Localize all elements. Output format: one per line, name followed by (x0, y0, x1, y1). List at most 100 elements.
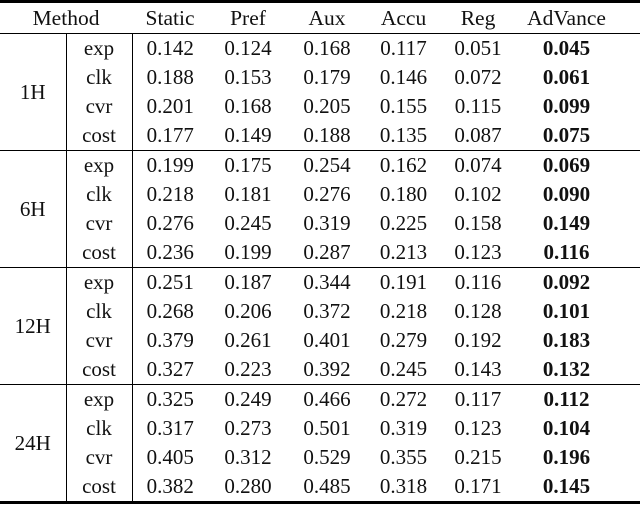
cell-advance: 0.116 (543, 240, 590, 264)
group-6h: 6H exp 0.199 0.175 0.254 0.162 0.074 0.0… (0, 150, 640, 268)
table-row: clk 0.268 0.206 0.372 0.218 0.128 0.101 (0, 297, 640, 326)
cell-reg: 0.117 (454, 387, 502, 411)
cell-aux: 0.529 (303, 445, 351, 469)
cell-static: 0.218 (146, 182, 194, 206)
cell-advance: 0.183 (542, 328, 591, 352)
cell-reg: 0.192 (454, 328, 502, 352)
table-row: clk 0.218 0.181 0.276 0.180 0.102 0.090 (0, 180, 640, 209)
table-row: clk 0.317 0.273 0.501 0.319 0.123 0.104 (0, 414, 640, 443)
cell-pref: 0.249 (224, 387, 272, 411)
cell-pref: 0.149 (224, 123, 272, 147)
cell-static: 0.327 (146, 357, 194, 381)
cell-static: 0.251 (146, 270, 194, 294)
cell-pref: 0.206 (224, 299, 272, 323)
cell-aux: 0.485 (303, 474, 351, 498)
metric-label: clk (65, 297, 133, 326)
table-row: cost 0.177 0.149 0.188 0.135 0.087 0.075 (0, 121, 640, 151)
cell-accu: 0.135 (379, 123, 428, 147)
table-row: cvr 0.405 0.312 0.529 0.355 0.215 0.196 (0, 443, 640, 472)
metric-label: clk (65, 180, 133, 209)
cell-accu: 0.272 (379, 387, 428, 411)
cell-aux: 0.344 (303, 270, 351, 294)
table-row: 1H exp 0.142 0.124 0.168 0.117 0.051 0.0… (0, 33, 640, 104)
cell-reg: 0.123 (454, 416, 502, 440)
table-row: cvr 0.379 0.261 0.401 0.279 0.192 0.183 (0, 326, 640, 355)
metric-label: cvr (65, 209, 133, 238)
cell-pref: 0.245 (224, 211, 272, 235)
table-row: cost 0.236 0.199 0.287 0.213 0.123 0.116 (0, 238, 640, 268)
cell-aux: 0.276 (303, 182, 351, 206)
cell-aux: 0.254 (303, 153, 351, 177)
cell-reg: 0.128 (454, 299, 502, 323)
cell-pref: 0.312 (224, 445, 272, 469)
cell-pref: 0.199 (224, 240, 272, 264)
cell-pref: 0.124 (224, 36, 272, 60)
group-12h: 12H exp 0.251 0.187 0.344 0.191 0.116 0.… (0, 267, 640, 385)
metric-label: cost (65, 472, 133, 503)
cell-advance: 0.092 (542, 270, 591, 294)
metric-label: cvr (65, 443, 133, 472)
cell-advance: 0.112 (543, 387, 590, 411)
cell-aux: 0.372 (303, 299, 351, 323)
cell-accu: 0.180 (379, 182, 428, 206)
cell-pref: 0.273 (224, 416, 272, 440)
cell-accu: 0.245 (379, 357, 428, 381)
column-header-pref: Pref (230, 5, 266, 30)
metric-label: cost (65, 238, 133, 268)
table-row: cost 0.382 0.280 0.485 0.318 0.171 0.145 (0, 472, 640, 503)
metric-label: exp (65, 384, 133, 414)
column-header-aux: Aux (308, 5, 346, 30)
column-header-static: Static (145, 5, 195, 30)
group-24h: 24H exp 0.325 0.249 0.466 0.272 0.117 0.… (0, 384, 640, 503)
cell-accu: 0.117 (380, 36, 427, 60)
column-header-accu: Accu (380, 5, 427, 30)
cell-static: 0.199 (146, 153, 194, 177)
table-row: 24H exp 0.325 0.249 0.466 0.272 0.117 0.… (0, 384, 640, 455)
cell-static: 0.276 (146, 211, 194, 235)
metric-label: exp (65, 267, 133, 297)
cell-static: 0.177 (146, 123, 194, 147)
cell-advance: 0.075 (542, 123, 591, 147)
cell-pref: 0.187 (224, 270, 272, 294)
cell-static: 0.188 (146, 65, 194, 89)
cell-accu: 0.318 (379, 474, 428, 498)
cell-static: 0.325 (146, 387, 194, 411)
cell-pref: 0.181 (224, 182, 272, 206)
column-header-method: Method (32, 5, 100, 30)
cell-reg: 0.123 (454, 240, 502, 264)
cell-reg: 0.074 (454, 153, 502, 177)
cell-static: 0.405 (146, 445, 194, 469)
cell-pref: 0.175 (224, 153, 272, 177)
cell-advance: 0.149 (542, 211, 591, 235)
cell-static: 0.379 (146, 328, 194, 352)
metric-label: clk (65, 63, 133, 92)
cell-advance: 0.145 (542, 474, 591, 498)
cell-reg: 0.116 (454, 270, 502, 294)
metric-label: cost (65, 121, 133, 151)
cell-reg: 0.087 (454, 123, 502, 147)
cell-static: 0.382 (146, 474, 194, 498)
metric-label: cost (65, 355, 133, 385)
column-header-advance: AdVance (527, 5, 606, 30)
header-row: Method Static Pref Aux Accu Reg AdVance (0, 2, 640, 34)
cell-advance: 0.069 (542, 153, 591, 177)
table-row: cvr 0.276 0.245 0.319 0.225 0.158 0.149 (0, 209, 640, 238)
cell-accu: 0.218 (379, 299, 428, 323)
column-header-reg: Reg (460, 5, 496, 30)
cell-static: 0.201 (146, 94, 194, 118)
metric-label: cvr (65, 92, 133, 121)
cell-advance: 0.099 (542, 94, 591, 118)
cell-pref: 0.153 (224, 65, 272, 89)
table-row: cost 0.327 0.223 0.392 0.245 0.143 0.132 (0, 355, 640, 385)
cell-advance: 0.132 (542, 357, 591, 381)
cell-static: 0.317 (146, 416, 194, 440)
cell-aux: 0.205 (303, 94, 351, 118)
cell-reg: 0.051 (454, 36, 502, 60)
group-1h: 1H exp 0.142 0.124 0.168 0.117 0.051 0.0… (0, 33, 640, 151)
cell-reg: 0.158 (454, 211, 502, 235)
cell-pref: 0.261 (224, 328, 272, 352)
group-label: 24H (14, 430, 51, 455)
cell-accu: 0.155 (379, 94, 428, 118)
table-row: 12H exp 0.251 0.187 0.344 0.191 0.116 0.… (0, 267, 640, 338)
cell-accu: 0.213 (379, 240, 428, 264)
